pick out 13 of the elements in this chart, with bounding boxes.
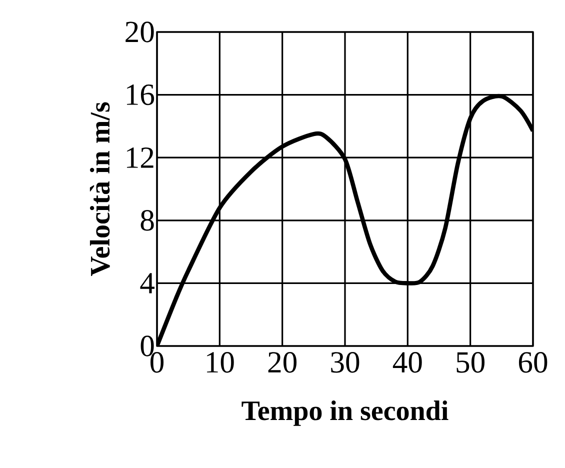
y-axis-title: Velocità in m/s [90,102,110,276]
y-tick-label: 16 [126,84,154,106]
y-tick-label: 12 [126,147,154,168]
x-axis-title: Tempo in secondi [242,400,448,426]
y-tick-label: 4 [140,273,154,294]
x-tick-label: 60 [518,352,548,373]
x-tick-label: 30 [331,352,360,373]
y-tick-label: 20 [126,22,154,42]
x-tick-label: 40 [392,352,422,373]
x-tick-label: 20 [268,352,297,373]
x-tick-label: 50 [456,352,484,373]
x-tick-label: 10 [207,352,234,373]
y-tick-label: 8 [140,210,154,231]
